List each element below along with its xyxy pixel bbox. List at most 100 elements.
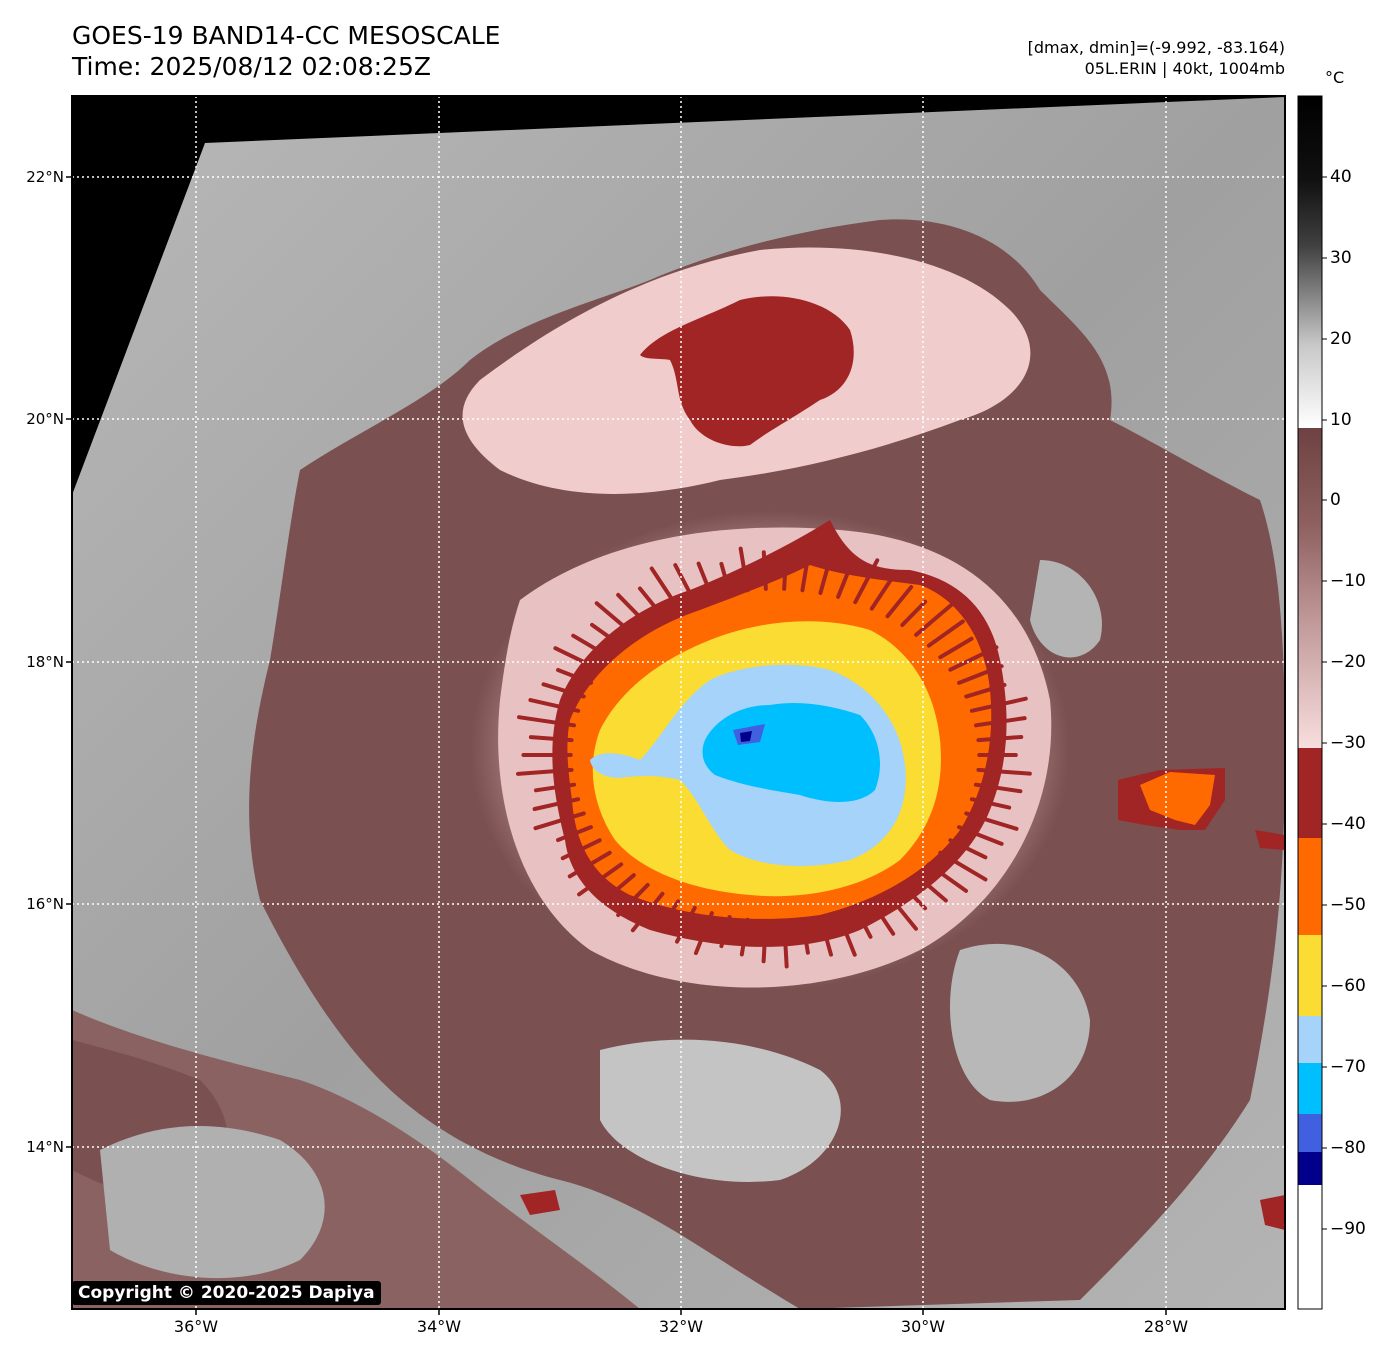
fringe-spike (914, 602, 954, 637)
colorbar (1297, 95, 1327, 1310)
fringe-spike (914, 873, 948, 903)
dark-red-north-blob (640, 296, 854, 447)
colorbar-tick: 30 (1330, 248, 1352, 268)
lat-label-20n: 20°N (26, 410, 64, 428)
fringe-spike (533, 811, 586, 831)
fringe-spike (761, 550, 768, 591)
fringe-spike (761, 919, 768, 964)
title-line-1: GOES-19 BAND14-CC MESOSCALE (72, 21, 501, 50)
gray-patch-e (1030, 560, 1102, 658)
core-fringe-spikes (516, 544, 1032, 969)
fringe-spike (836, 911, 857, 957)
fringe-spike (800, 917, 810, 955)
colorbar-tick: −70 (1330, 1057, 1366, 1077)
fringe-spike (517, 715, 577, 728)
fringe-spike (553, 646, 602, 672)
lon-label-34w: 34°W (416, 1317, 462, 1336)
colorbar-tick: 10 (1330, 410, 1352, 430)
lat-label-18n: 18°N (26, 653, 64, 671)
fringe-spike (957, 825, 1004, 846)
axis-ticks (66, 176, 1167, 1315)
fringe-spike (556, 667, 593, 685)
fringe-spike (869, 571, 898, 611)
fringe-spike (528, 698, 581, 713)
fringe-spike (603, 873, 636, 902)
fringe-spike (577, 862, 624, 897)
lon-label-30w: 30°W (900, 1317, 946, 1336)
fringe-spike (673, 563, 697, 605)
dark-red-speck-se (1260, 1195, 1285, 1230)
fringe-spike (853, 905, 873, 939)
lon-label-28w: 28°W (1143, 1317, 1189, 1336)
fringe-spike (938, 850, 988, 882)
colorbar-tick: −20 (1330, 652, 1366, 672)
fringe-spike (938, 636, 974, 660)
lon-label-32w: 32°W (658, 1317, 704, 1336)
fringe-spike (516, 767, 574, 776)
fringe-spike (948, 838, 988, 860)
fringe-spike (541, 682, 586, 699)
copyright-badge: Copyright © 2020-2025 Dapiya (72, 1281, 381, 1305)
lon-label-36w: 36°W (173, 1317, 219, 1336)
fringe-spike (900, 882, 928, 911)
dark-red-speck-sw (520, 1190, 560, 1215)
fringe-spike (869, 899, 896, 936)
fringe-spike (693, 911, 714, 956)
fringe-spike (738, 546, 750, 593)
orange-east-blob (1140, 772, 1215, 825)
fringe-spike (571, 633, 612, 660)
fringe-spike (616, 882, 650, 918)
fringe-spike (567, 850, 612, 879)
fringe-spike (976, 767, 1032, 776)
fringe-spike (528, 735, 574, 743)
fringe-spike (964, 682, 1007, 699)
fringe-spike (885, 891, 918, 931)
fringe-spike (964, 811, 1019, 831)
fringe-spike (969, 797, 1012, 810)
fringe-spike (800, 544, 812, 593)
stats-line: [dmax, dmin]=(-9.992, -83.164) (1027, 38, 1285, 57)
fringe-spike (560, 838, 602, 861)
fringe-spike (532, 797, 581, 812)
fringe-spike (637, 586, 665, 619)
fringe-spike (782, 919, 789, 969)
colorbar-tick: 20 (1330, 329, 1352, 349)
fringe-spike (782, 555, 788, 591)
gray-patch-se (950, 943, 1090, 1102)
storm-line: 05L.ERIN | 40kt, 1004mb (1084, 59, 1285, 78)
colorbar-tick: −10 (1330, 571, 1366, 591)
title-line-2: Time: 2025/08/12 02:08:25Z (72, 52, 431, 81)
fringe-spike (973, 716, 1027, 728)
fringe-spike (976, 734, 1024, 743)
lat-label-16n: 16°N (26, 895, 64, 913)
colorbar-tick: −60 (1330, 976, 1366, 996)
gray-patch-sw (100, 1126, 325, 1279)
colorbar-tick: −40 (1330, 814, 1366, 834)
fringe-spike (649, 566, 681, 611)
fringe-spike (594, 601, 636, 637)
fringe-spike (853, 558, 880, 605)
fringe-spike (719, 561, 732, 595)
graticule (72, 96, 1285, 1309)
colorbar-tick: 40 (1330, 167, 1352, 187)
colorbar-tick: −80 (1330, 1138, 1366, 1158)
fringe-spike (973, 782, 1023, 794)
fringe-spike (739, 917, 750, 957)
fringe-spike (719, 915, 732, 949)
fringe-spike (900, 599, 928, 628)
fringe-spike (836, 563, 853, 599)
fringe-spike (696, 561, 714, 599)
fringe-spike (957, 664, 1004, 685)
fringe-spike (533, 782, 577, 793)
lat-label-22n: 22°N (26, 168, 64, 186)
colorbar-tick: −90 (1330, 1219, 1366, 1239)
map-frame (71, 95, 1286, 1310)
colorbar-tick: 0 (1330, 490, 1341, 510)
lat-label-14n: 14°N (26, 1138, 64, 1156)
colorbar-tick: −30 (1330, 733, 1366, 753)
fringe-spike (657, 899, 681, 932)
fringe-spike (926, 862, 969, 893)
fringe-spike (948, 645, 999, 672)
fringe-spike (818, 553, 833, 595)
